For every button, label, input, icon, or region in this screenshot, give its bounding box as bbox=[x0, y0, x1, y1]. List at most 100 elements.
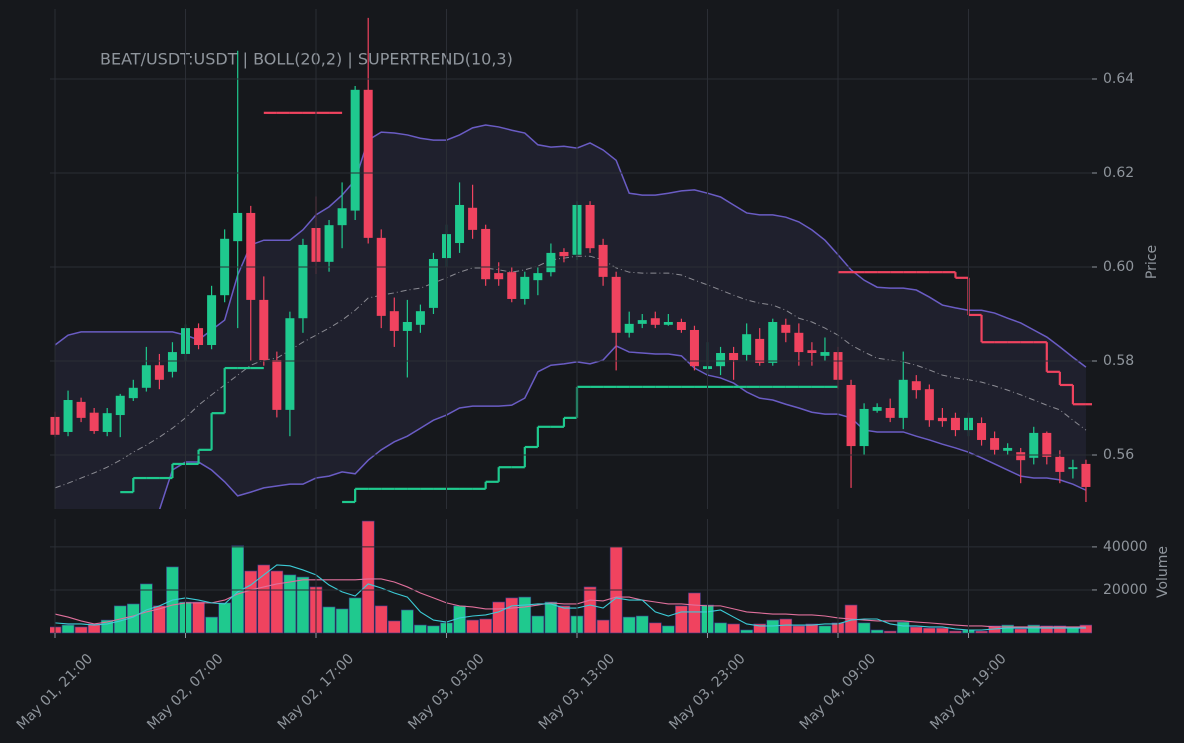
volume-bar bbox=[883, 630, 897, 634]
candle-body bbox=[768, 321, 778, 363]
candle-body bbox=[559, 251, 569, 257]
bollinger-middle bbox=[54, 255, 1087, 489]
volume-bar bbox=[335, 608, 349, 634]
candle-body bbox=[1003, 447, 1013, 451]
candle-body bbox=[76, 401, 86, 418]
volume-bar bbox=[296, 576, 310, 634]
y-tick-label: 0.60 bbox=[1103, 259, 1134, 275]
volume-bar bbox=[662, 625, 675, 634]
candle-body bbox=[298, 244, 308, 319]
candle-body bbox=[1016, 452, 1026, 461]
candle-body bbox=[233, 212, 243, 242]
candle-body bbox=[376, 237, 386, 316]
candle-body bbox=[1055, 456, 1065, 472]
volume-bar bbox=[544, 601, 558, 634]
candle-body bbox=[663, 321, 673, 325]
volume-bar bbox=[1040, 625, 1054, 634]
volume-bar bbox=[949, 630, 962, 634]
x-tick-label: May 02, 07:00 bbox=[144, 651, 226, 733]
volume-bar bbox=[583, 586, 597, 634]
candle-body bbox=[676, 321, 686, 330]
price-panel bbox=[50, 17, 1092, 509]
candle-body bbox=[455, 204, 465, 244]
volume-bar bbox=[727, 623, 740, 634]
volume-bar bbox=[361, 520, 375, 634]
x-tick-label: May 02, 17:00 bbox=[275, 651, 357, 733]
candle-body bbox=[650, 318, 660, 325]
volume-bar bbox=[492, 601, 506, 634]
candle-body bbox=[285, 318, 295, 410]
volume-bar bbox=[622, 616, 636, 634]
candle-body bbox=[1029, 432, 1039, 458]
volume-bar bbox=[401, 609, 414, 634]
candle-body bbox=[520, 276, 530, 299]
candle-body bbox=[937, 417, 947, 422]
volume-bar bbox=[805, 623, 819, 634]
volume-bar bbox=[348, 597, 362, 634]
candle-body bbox=[820, 352, 830, 356]
candle-body bbox=[689, 329, 699, 367]
volume-bar bbox=[374, 605, 388, 634]
volume-bar bbox=[909, 626, 923, 634]
candle-body bbox=[324, 225, 334, 262]
volume-bar bbox=[753, 623, 767, 634]
candle-body bbox=[1068, 467, 1078, 470]
candle-body bbox=[598, 244, 608, 277]
candle-body bbox=[507, 272, 517, 299]
candle-body bbox=[885, 408, 895, 418]
candle-body bbox=[194, 328, 204, 346]
candle-body bbox=[911, 381, 921, 391]
x-tick-label: May 03, 23:00 bbox=[666, 651, 748, 733]
volume-bar bbox=[231, 545, 244, 634]
volume-bar bbox=[283, 574, 297, 634]
band-fill bbox=[55, 125, 1086, 509]
volume-bar bbox=[675, 605, 688, 634]
candle-body bbox=[402, 321, 412, 331]
volume-panel bbox=[50, 520, 1092, 634]
volume-bar bbox=[192, 601, 205, 634]
y-tick-label: 40000 bbox=[1103, 539, 1148, 555]
candle-body bbox=[755, 338, 765, 363]
volume-bar bbox=[923, 627, 936, 634]
volume-axis-label: Volume bbox=[1155, 546, 1171, 598]
candle-body bbox=[141, 365, 151, 388]
volume-bar bbox=[1001, 624, 1014, 634]
candle-body bbox=[950, 417, 960, 431]
volume-bar bbox=[766, 619, 780, 634]
candle-body bbox=[246, 212, 256, 300]
volume-bar bbox=[531, 615, 545, 634]
candle-body bbox=[128, 387, 138, 399]
candle-body bbox=[494, 273, 504, 280]
y-tick-label: 0.64 bbox=[1103, 71, 1134, 87]
candle-body bbox=[337, 208, 347, 226]
y-tick-label: 0.62 bbox=[1103, 165, 1134, 181]
y-tick-label: 20000 bbox=[1103, 582, 1148, 598]
candle-body bbox=[89, 412, 99, 432]
volume-bar bbox=[740, 629, 753, 634]
x-tick-label: May 03, 03:00 bbox=[405, 651, 487, 733]
candle-body bbox=[585, 204, 595, 249]
chart-title: BEAT/USDT:USDT | BOLL(20,2) | SUPERTREND… bbox=[100, 50, 513, 69]
volume-bar bbox=[270, 570, 284, 634]
candle-body bbox=[389, 311, 399, 331]
candle-body bbox=[1081, 463, 1091, 487]
candle-body bbox=[924, 389, 934, 421]
volume-bar bbox=[635, 615, 649, 634]
candle-body bbox=[637, 320, 647, 324]
candle-body bbox=[794, 332, 804, 353]
x-tick-label: May 03, 13:00 bbox=[536, 651, 618, 733]
volume-bar bbox=[518, 596, 532, 634]
candle-body bbox=[428, 259, 438, 308]
candle-body bbox=[350, 89, 360, 211]
volume-bar bbox=[205, 616, 218, 634]
volume-bar bbox=[61, 624, 75, 634]
volume-bar bbox=[1014, 628, 1028, 634]
bollinger-upper bbox=[54, 124, 1087, 368]
candle-body bbox=[207, 295, 217, 346]
bollinger-lower bbox=[158, 345, 1087, 509]
y-tick-label: 0.58 bbox=[1103, 353, 1134, 369]
candle-body bbox=[415, 311, 425, 325]
volume-bar bbox=[479, 618, 492, 634]
x-tick-label: May 04, 09:00 bbox=[797, 651, 879, 733]
candle-body bbox=[481, 228, 491, 280]
